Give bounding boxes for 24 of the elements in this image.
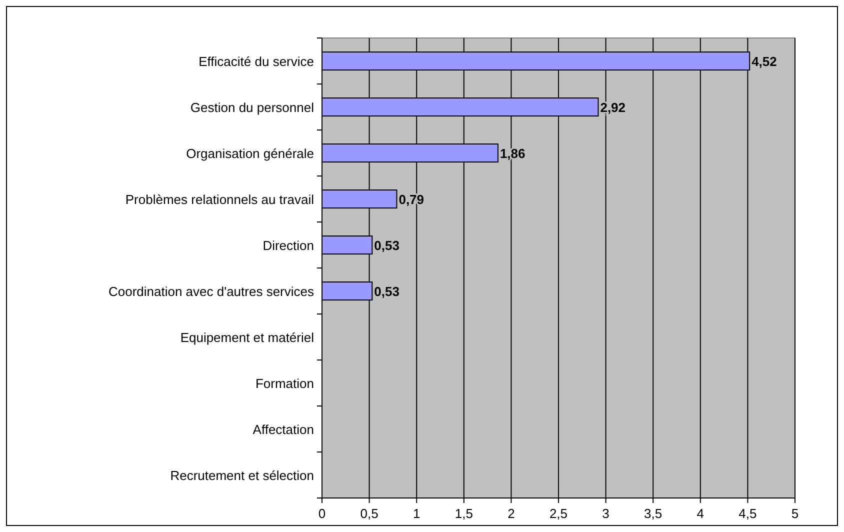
y-tick-label: Recrutement et sélection [170, 468, 314, 483]
x-tick-label: 2,5 [549, 506, 568, 521]
x-tick-label: 5 [791, 506, 799, 521]
data-label: 0,53 [374, 238, 400, 253]
y-tick-label: Problèmes relationnels au travail [125, 192, 314, 207]
x-tick-label: 4 [696, 506, 704, 521]
y-tick-label: Coordination avec d'autres services [108, 284, 314, 299]
x-tick-label: 0,5 [360, 506, 378, 521]
x-tick-label: 4,5 [738, 506, 757, 521]
x-tick-label: 3 [602, 506, 610, 521]
x-tick-label: 3,5 [644, 506, 662, 521]
data-label: 0,53 [374, 284, 400, 299]
y-tick-label: Equipement et matériel [180, 330, 314, 345]
x-tick-label: 1 [412, 506, 420, 521]
x-tick-label: 0 [318, 506, 326, 521]
y-tick-label: Efficacité du service [198, 54, 314, 69]
x-tick-label: 1,5 [454, 506, 473, 521]
y-tick-label: Affectation [252, 422, 314, 437]
data-label: 4,52 [752, 54, 777, 69]
y-tick-label: Direction [262, 238, 314, 253]
x-tick-label: 2 [508, 506, 515, 521]
y-tick-label: Formation [255, 376, 314, 391]
y-tick-label: Organisation générale [186, 146, 314, 161]
y-tick-label: Gestion du personnel [190, 100, 314, 115]
